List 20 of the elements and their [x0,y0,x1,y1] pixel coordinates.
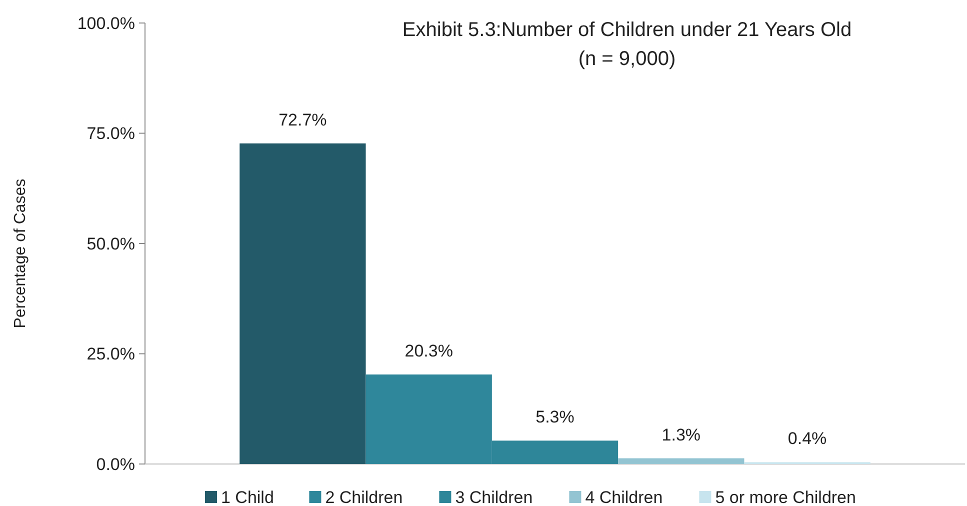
data-label: 20.3% [404,341,453,360]
data-label: 0.4% [788,429,827,448]
bar [240,143,366,464]
y-tick-label: 75.0% [86,124,135,144]
legend-label: 2 Children [325,488,403,506]
legend-label: 3 Children [455,488,533,506]
legend-label: 4 Children [585,488,663,506]
legend-label: 5 or more Children [715,488,856,506]
chart-title: Exhibit 5.3:Number of Children under 21 Years Old [402,19,852,41]
y-tick-label: 50.0% [86,234,135,254]
y-tick-label: 0.0% [96,454,135,474]
y-axis-title: Percentage of Cases [12,178,29,328]
y-tick-label: 25.0% [86,344,135,364]
data-label: 72.7% [278,110,327,130]
data-label: 1.3% [662,425,701,444]
data-label: 5.3% [536,408,574,427]
y-tick-label: 100.0% [77,14,135,33]
bar [618,458,744,464]
legend-label: 1 Child [221,488,274,506]
text: (n = 9,000) [578,48,676,70]
